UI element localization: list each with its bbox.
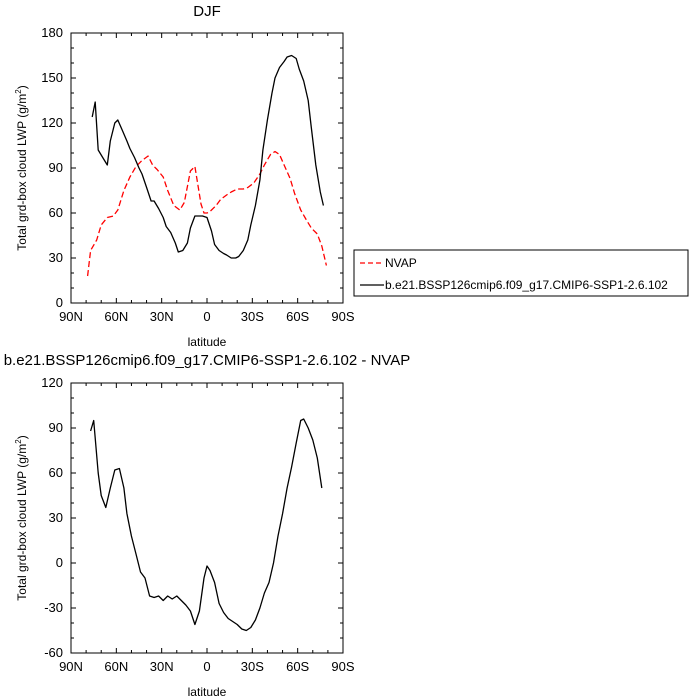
chart-2-x-tick-label: 30S (241, 659, 264, 674)
chart-1-legend-box (353, 249, 689, 297)
top-chart-djf: DJF 90N 60N 30N 0 30S 60S 90S 0 30 60 90 120 150 180 la… (14, 3, 689, 349)
chart-2-y-tick-label: 120 (41, 375, 63, 390)
chart-2-y-tick-label: -30 (44, 600, 63, 615)
chart-2-y-axis-label-text: Total grd-box cloud LWP (g/m (15, 444, 29, 601)
chart-2-x-axis-label: latitude (188, 685, 227, 699)
chart-1-y-axis-label-end: ) (15, 85, 29, 89)
chart-1-series-line-1 (86, 150, 328, 277)
chart-2-title: b.e21.BSSP126cmip6.f09_g17.CMIP6-SSP1-2.… (4, 352, 411, 369)
chart-2-x-tick-label: 90S (331, 659, 354, 674)
chart-2-x-tick-label: 30N (150, 659, 174, 674)
chart-1-x-tick-label: 30S (241, 309, 264, 324)
chart-2-x-tick-label: 0 (203, 659, 210, 674)
chart-2-plot-frame (70, 382, 344, 654)
chart-1-y-tick-label: 60 (49, 205, 63, 220)
chart-1-series-line-2 (91, 54, 325, 259)
chart-2-x-tick-label: 90N (59, 659, 83, 674)
chart-2-x-tick-label: 60S (286, 659, 309, 674)
chart-1-x-axis-label: latitude (188, 335, 227, 349)
chart-2-y-tick-label: 60 (49, 465, 63, 480)
chart-1-x-tick-label: 90S (331, 309, 354, 324)
chart-1-x-tick-label: 90N (59, 309, 83, 324)
chart-1-y-tick-label: 150 (41, 70, 63, 85)
chart-1-plot-frame (70, 32, 344, 304)
chart-1-y-tick-label: 30 (49, 250, 63, 265)
chart-1-legend-label-1: NVAP (385, 256, 417, 270)
chart-2-series-line-1 (89, 418, 323, 632)
chart-1-legend-label-2: b.e21.BSSP126cmip6.f09_g17.CMIP6-SSP1-2.… (385, 278, 668, 292)
chart-2-x-tick-label: 60N (104, 659, 128, 674)
chart-1-x-tick-label: 0 (203, 309, 210, 324)
chart-1-y-axis-label-text: Total grd-box cloud LWP (g/m (15, 94, 29, 251)
chart-2-y-tick-label: 0 (56, 555, 63, 570)
chart-2-y-tick-label: -60 (44, 645, 63, 660)
chart-1-y-axis-label: Total grd-box cloud LWP (g/m2) (14, 85, 29, 250)
chart-2-y-tick-label: 30 (49, 510, 63, 525)
chart-1-y-tick-label: 120 (41, 115, 63, 130)
chart-2-y-axis-label-end: ) (15, 435, 29, 439)
chart-1-x-tick-label: 30N (150, 309, 174, 324)
chart-1-title: DJF (193, 3, 221, 20)
chart-1-x-tick-label: 60N (104, 309, 128, 324)
bottom-chart-difference: b.e21.BSSP126cmip6.f09_g17.CMIP6-SSP1-2.… (4, 352, 411, 699)
chart-2-y-axis-label-superscript: 2 (14, 439, 23, 444)
chart-1-y-tick-label: 90 (49, 160, 63, 175)
chart-2-y-axis-label: Total grd-box cloud LWP (g/m2) (14, 435, 29, 600)
chart-2-y-tick-label: 90 (49, 420, 63, 435)
chart-1-y-axis-label-superscript: 2 (14, 89, 23, 94)
chart-1-y-tick-label: 0 (56, 295, 63, 310)
chart-1-y-tick-label: 180 (41, 25, 63, 40)
chart-1-x-tick-label: 60S (286, 309, 309, 324)
